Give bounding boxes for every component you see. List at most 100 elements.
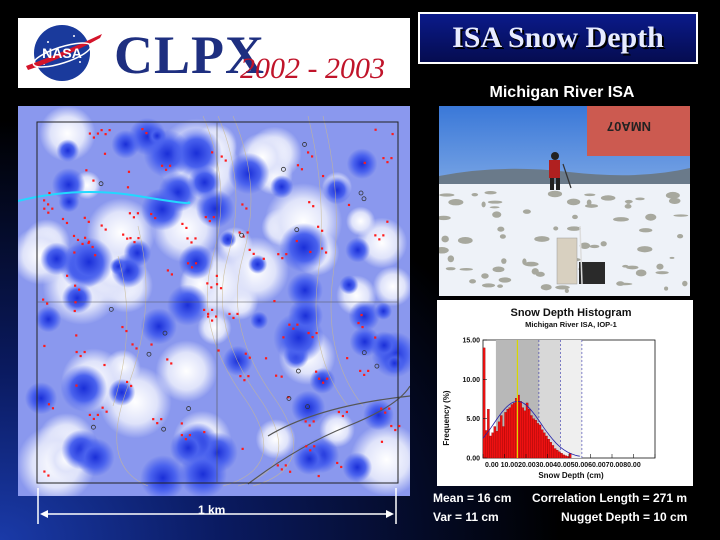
sample-point-cluster bbox=[203, 430, 206, 434]
sample-point bbox=[312, 420, 315, 423]
survey-sign bbox=[587, 106, 690, 156]
sample-points bbox=[42, 128, 401, 478]
sample-point-cluster bbox=[180, 422, 183, 425]
shrub bbox=[531, 268, 539, 275]
histogram-bar bbox=[523, 410, 527, 459]
histogram-bar bbox=[510, 404, 514, 459]
sample-point-cluster bbox=[61, 217, 69, 225]
histogram-bar bbox=[566, 456, 570, 459]
sample-point bbox=[273, 299, 276, 303]
sample-point bbox=[160, 164, 164, 167]
shrub bbox=[665, 191, 680, 199]
shrub bbox=[589, 244, 600, 249]
sample-point bbox=[264, 357, 268, 360]
deep-area bbox=[374, 302, 393, 320]
shrub bbox=[501, 258, 507, 264]
sample-point-cluster bbox=[317, 474, 320, 478]
sample-point bbox=[206, 282, 209, 285]
histogram-bar bbox=[553, 448, 557, 459]
sample-point-cluster bbox=[43, 199, 50, 206]
stat-mean: Mean = 16 cm bbox=[433, 491, 512, 505]
shrub bbox=[522, 209, 531, 214]
sample-point bbox=[212, 215, 215, 219]
sample-point bbox=[188, 434, 192, 437]
sample-point-cluster bbox=[88, 413, 99, 421]
sample-point-cluster bbox=[282, 336, 285, 339]
deep-area bbox=[108, 378, 136, 406]
sample-point bbox=[386, 161, 389, 164]
sample-point-cluster bbox=[248, 248, 255, 255]
shrub bbox=[638, 228, 653, 233]
histogram-bar bbox=[540, 429, 544, 459]
sample-point bbox=[275, 374, 278, 377]
sample-point bbox=[243, 379, 246, 382]
sample-point bbox=[101, 406, 104, 409]
sample-point bbox=[96, 413, 99, 417]
histogram-bar bbox=[519, 401, 522, 459]
equipment-case bbox=[579, 262, 605, 284]
sample-point bbox=[180, 422, 183, 425]
sample-point-cluster bbox=[150, 343, 153, 346]
nasa-logo-icon: NASA bbox=[26, 25, 102, 81]
sample-point bbox=[85, 169, 88, 172]
sample-point-cluster bbox=[241, 447, 244, 450]
sample-point-cluster bbox=[206, 315, 218, 322]
sample-point-cluster bbox=[101, 406, 108, 413]
shrub bbox=[471, 192, 479, 197]
benchmark-marker bbox=[162, 330, 168, 336]
sample-point bbox=[72, 234, 76, 238]
sample-point bbox=[47, 203, 50, 206]
sample-point bbox=[388, 407, 391, 410]
shrub bbox=[566, 198, 581, 206]
histogram-xlabel: Snow Depth (cm) bbox=[538, 471, 604, 480]
deep-area bbox=[339, 275, 359, 295]
benchmark-marker bbox=[239, 232, 245, 238]
stat-correlation: Correlation Length = 271 m bbox=[532, 491, 688, 505]
sample-point bbox=[43, 199, 46, 202]
sample-point bbox=[51, 207, 54, 210]
deep-area bbox=[293, 442, 326, 475]
sample-point-cluster bbox=[374, 128, 377, 131]
deep-area bbox=[56, 139, 80, 162]
sample-point-cluster bbox=[363, 161, 366, 165]
snow-depth-map-svg bbox=[11, 105, 423, 504]
shrub bbox=[668, 197, 681, 205]
shrub bbox=[445, 267, 456, 271]
sample-point-cluster bbox=[337, 410, 348, 418]
sample-point bbox=[78, 288, 81, 291]
sample-point bbox=[244, 352, 247, 355]
sample-point bbox=[280, 375, 283, 378]
sample-point-cluster bbox=[43, 207, 54, 214]
stat-nugget: Nugget Depth = 10 cm bbox=[561, 510, 688, 524]
sample-point bbox=[361, 325, 364, 329]
deep-area bbox=[370, 331, 399, 360]
sample-point bbox=[276, 464, 279, 467]
sample-point bbox=[390, 424, 393, 428]
shrubs bbox=[439, 190, 689, 293]
sample-point bbox=[47, 474, 50, 477]
sample-point bbox=[203, 430, 206, 434]
sample-point-cluster bbox=[380, 407, 391, 414]
sample-point bbox=[324, 251, 328, 254]
sample-point-cluster bbox=[217, 349, 220, 352]
benchmark-marker bbox=[305, 404, 310, 410]
histogram-bar bbox=[525, 402, 529, 459]
stream-line bbox=[17, 191, 191, 205]
histogram-ylabel: Frequency (%) bbox=[442, 390, 451, 445]
sample-point-cluster bbox=[390, 424, 401, 432]
histogram-bar bbox=[560, 453, 563, 459]
deep-area bbox=[248, 254, 268, 274]
sample-point bbox=[73, 251, 76, 254]
shrub bbox=[626, 265, 639, 270]
shrub bbox=[635, 197, 645, 201]
sample-point bbox=[170, 273, 173, 276]
page-title: ISA Snow Depth bbox=[452, 21, 664, 54]
sample-point-cluster bbox=[100, 224, 107, 231]
sample-point bbox=[380, 440, 384, 443]
shrub bbox=[613, 217, 629, 222]
histogram-bar bbox=[502, 426, 505, 459]
sample-point bbox=[122, 233, 125, 236]
sample-point bbox=[248, 248, 251, 251]
sign-text: NMA07 bbox=[607, 119, 651, 134]
histogram-bar bbox=[508, 407, 512, 459]
